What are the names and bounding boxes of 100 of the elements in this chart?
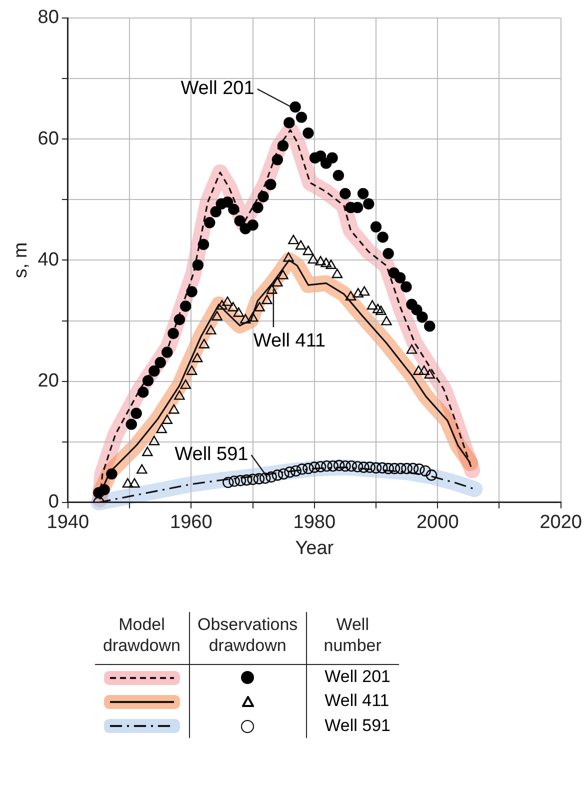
point (308, 462, 320, 473)
point (192, 259, 204, 271)
point (411, 304, 422, 316)
x-tick-label: 1980 (293, 512, 336, 534)
point (180, 379, 191, 389)
point (295, 240, 306, 250)
series-label: Well 591 (174, 444, 248, 466)
series-label: Well 411 (253, 330, 326, 352)
point (315, 256, 326, 266)
point (382, 248, 394, 260)
point (180, 300, 192, 312)
point (278, 468, 290, 480)
point (290, 101, 301, 113)
point (407, 462, 419, 474)
point (247, 474, 258, 485)
point (326, 152, 338, 164)
x-tick-label: 2020 (540, 512, 582, 534)
point (198, 238, 210, 250)
point (333, 460, 345, 472)
point (106, 468, 118, 480)
point (272, 470, 284, 481)
point (320, 258, 332, 268)
point (406, 344, 418, 354)
point (366, 300, 378, 310)
point (212, 311, 222, 320)
point (424, 320, 436, 332)
point (240, 314, 251, 324)
point (327, 460, 338, 472)
point (142, 375, 154, 386)
point (288, 234, 299, 244)
x-tick-label: 1960 (170, 512, 212, 534)
y-tick-label: 80 (38, 7, 59, 28)
point (228, 204, 240, 215)
point (148, 365, 160, 377)
point (126, 418, 137, 430)
point (296, 464, 308, 475)
point (395, 462, 406, 474)
point (284, 117, 295, 128)
point (420, 465, 431, 477)
y-tick-label: 0 (48, 492, 59, 513)
point (302, 246, 314, 256)
point (206, 324, 216, 334)
point (414, 464, 425, 475)
point (302, 127, 314, 139)
point (247, 219, 258, 231)
x-tick-label: 1940 (46, 512, 90, 534)
point (98, 484, 110, 496)
point (284, 466, 296, 478)
point (283, 252, 294, 262)
point (210, 206, 222, 218)
point (216, 300, 228, 310)
x-axis-title: Year (295, 538, 334, 559)
point (156, 424, 167, 434)
point (424, 369, 435, 379)
x-tick-label: 2000 (416, 512, 459, 534)
point (142, 446, 153, 456)
point (204, 217, 216, 228)
point (363, 198, 374, 210)
text: Well 591 (324, 716, 391, 735)
point (370, 462, 382, 474)
point (136, 464, 148, 474)
point (377, 232, 388, 243)
point (234, 475, 246, 486)
point (222, 296, 233, 306)
text: Observations drawdown (189, 612, 306, 664)
point (154, 356, 166, 368)
point (332, 170, 344, 182)
point (376, 306, 386, 316)
point (357, 188, 369, 200)
point (426, 470, 438, 481)
text: Well 201 (324, 667, 391, 686)
y-axis-title: s, m (10, 242, 32, 278)
point (122, 478, 134, 488)
point (130, 408, 142, 419)
point (332, 268, 343, 278)
point (247, 312, 258, 322)
point (413, 366, 424, 375)
point (401, 462, 412, 474)
point (340, 460, 351, 472)
point (352, 288, 364, 298)
point (258, 191, 269, 202)
point (148, 436, 160, 446)
point (186, 366, 198, 375)
point (290, 465, 302, 477)
y-tick-label: 40 (38, 249, 59, 270)
point (381, 316, 392, 326)
point (326, 260, 336, 269)
point (129, 478, 140, 488)
point (162, 414, 172, 424)
point (168, 328, 179, 340)
point (222, 476, 234, 488)
point (296, 112, 308, 123)
series-label: Well 201 (180, 78, 254, 100)
point (358, 462, 370, 473)
point (222, 196, 234, 208)
point (346, 460, 357, 472)
point (382, 462, 394, 474)
point (266, 471, 277, 483)
point (345, 291, 356, 300)
point (174, 390, 185, 400)
